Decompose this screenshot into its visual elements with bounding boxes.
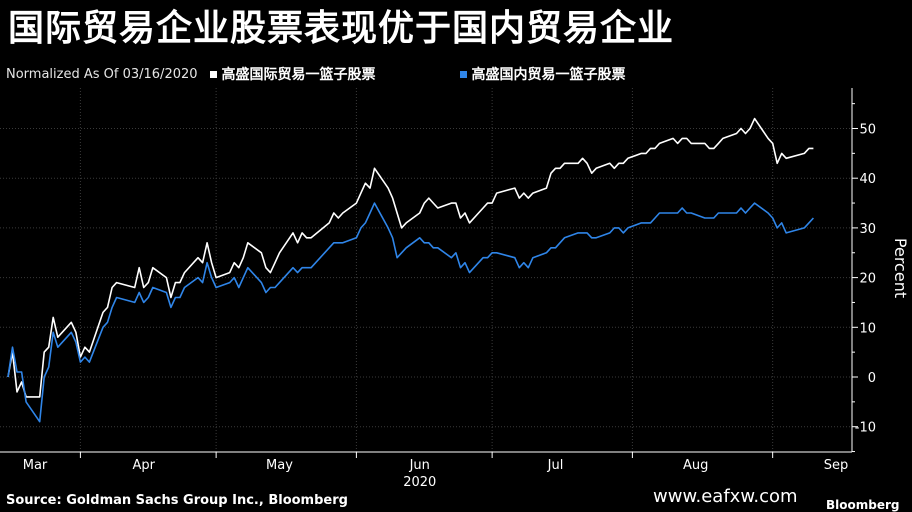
legend-item-international: 高盛国际贸易一篮子股票 (209, 64, 376, 84)
x-tick-label: Sep (824, 458, 849, 473)
bloomberg-logo: Bloomberg (826, 498, 900, 512)
series-line-international (7, 117, 814, 398)
x-tick-label: May (266, 458, 293, 473)
x-tick-label: Aug (683, 458, 708, 473)
x-tick-label: Jun (409, 458, 430, 473)
y-tick-label: 50 (859, 123, 876, 138)
y-tick-label: 20 (859, 272, 876, 287)
y-tick-label: 10 (859, 321, 876, 336)
grid-lines (0, 88, 852, 452)
y-tick-label: 40 (859, 172, 876, 187)
x-tick-label: Jul (547, 458, 564, 473)
legend-swatch-international (209, 70, 217, 78)
legend-label-domestic: 高盛国内贸易一篮子股票 (471, 67, 626, 83)
y-axis-label: Percent (891, 238, 910, 298)
x-axis: Mar Apr May Jun Jul Aug Sep 2020 (0, 451, 852, 490)
legend-label-international: 高盛国际贸易一篮子股票 (221, 67, 376, 83)
series-lines (7, 117, 814, 423)
source-note: Source: Goldman Sachs Group Inc., Bloomb… (6, 493, 348, 508)
y-tick-label: -10 (855, 421, 876, 436)
x-year-label: 2020 (403, 475, 436, 490)
legend-swatch-domestic (459, 70, 467, 78)
normalization-note: Normalized As Of 03/16/2020 (6, 66, 198, 82)
x-tick-label: Mar (23, 458, 48, 473)
chart-title: 国际贸易企业股票表现优于国内贸易企业 (8, 8, 675, 49)
legend: Normalized As Of 03/16/2020 高盛国际贸易一篮子股票 … (6, 64, 710, 84)
series-line-domestic (7, 202, 814, 423)
legend-item-domestic: 高盛国内贸易一篮子股票 (459, 64, 626, 84)
watermark: www.eafxw.com (653, 486, 798, 507)
y-axis: -10 0 10 20 30 40 50 (851, 88, 876, 453)
y-tick-label: 0 (868, 371, 876, 386)
x-tick-label: Apr (132, 458, 155, 473)
y-tick-label: 30 (859, 222, 876, 237)
